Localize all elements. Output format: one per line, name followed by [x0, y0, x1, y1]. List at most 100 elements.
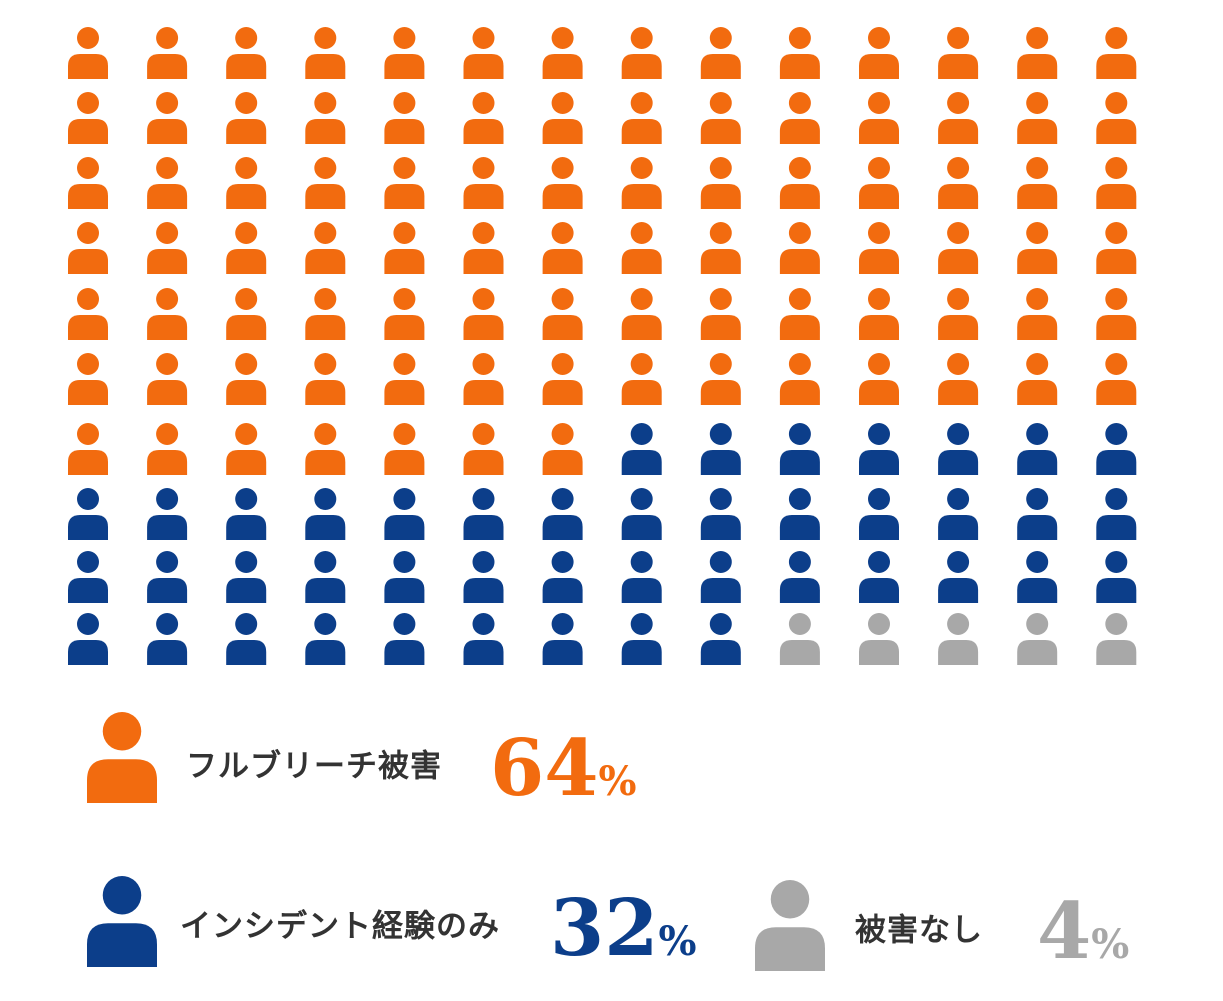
person-icon [938, 222, 979, 274]
icon-body [1017, 54, 1058, 79]
person-icon [938, 27, 979, 79]
person-icon [384, 423, 425, 475]
icon-head [472, 157, 495, 179]
icon-head [393, 222, 416, 244]
person-icon [779, 551, 820, 603]
icon-head [235, 92, 258, 114]
person-icon [463, 27, 504, 79]
icon-head [630, 27, 653, 49]
icon-head [1026, 488, 1049, 510]
icon-head [102, 712, 142, 751]
icon-body [700, 640, 741, 665]
icon-head [788, 423, 811, 445]
icon-head [393, 488, 416, 510]
icon-body [305, 249, 346, 274]
icon-body [542, 515, 583, 540]
person-icon [226, 222, 267, 274]
person-icon [779, 157, 820, 209]
icon-body [938, 249, 979, 274]
icon-head [551, 288, 574, 310]
icon-body [1017, 450, 1058, 475]
icon-head [709, 288, 732, 310]
icon-body [384, 640, 425, 665]
person-icon [859, 92, 899, 144]
icon-body [463, 249, 504, 274]
icon-head [156, 613, 179, 635]
value-number: 32 [550, 883, 659, 974]
person-icon [779, 222, 820, 274]
person-icon [305, 423, 346, 475]
person-icon [700, 27, 741, 79]
person-icon [1017, 423, 1058, 475]
icon-head [314, 92, 337, 114]
icon-head [868, 222, 890, 244]
icon-body [1096, 578, 1137, 603]
person-icon [384, 92, 425, 144]
icon-body [938, 315, 979, 340]
person-icon [859, 613, 899, 665]
person-icon [384, 222, 425, 274]
person-icon [542, 423, 583, 475]
icon-body [859, 249, 899, 274]
icon-body [859, 380, 899, 405]
icon-body [305, 119, 346, 144]
icon-head [156, 157, 179, 179]
person-icon [68, 92, 108, 144]
person-icon [700, 613, 741, 665]
icon-head [235, 157, 258, 179]
icon-head [393, 92, 416, 114]
icon-body [1096, 54, 1137, 79]
icon-head [630, 92, 653, 114]
person-icon [147, 92, 188, 144]
person-icon [938, 157, 979, 209]
icon-body [755, 927, 825, 971]
icon-body [859, 450, 899, 475]
icon-head [1026, 613, 1049, 635]
person-icon [542, 488, 583, 540]
icon-head [314, 222, 337, 244]
icon-body [1096, 249, 1137, 274]
icon-body [463, 640, 504, 665]
person-icon [1017, 288, 1058, 340]
icon-body [1017, 515, 1058, 540]
icon-body [1017, 249, 1058, 274]
icon-head [77, 92, 99, 114]
icon-head [709, 488, 732, 510]
person-icon [938, 423, 979, 475]
icon-body [621, 578, 662, 603]
icon-body [305, 515, 346, 540]
icon-body [859, 515, 899, 540]
icon-head [472, 27, 495, 49]
person-icon [1017, 222, 1058, 274]
person-icon [621, 27, 662, 79]
person-icon [542, 288, 583, 340]
person-icon [1017, 157, 1058, 209]
person-icon [147, 27, 188, 79]
icon-body [542, 119, 583, 144]
person-icon [700, 353, 741, 405]
icon-head [1026, 423, 1049, 445]
icon-body [1017, 184, 1058, 209]
person-icon [859, 353, 899, 405]
icon-head [947, 488, 970, 510]
icon-body [147, 380, 188, 405]
icon-head [77, 551, 99, 573]
icon-body [147, 54, 188, 79]
icon-head [551, 423, 574, 445]
icon-head [472, 92, 495, 114]
icon-head [947, 423, 970, 445]
icon-body [1096, 450, 1137, 475]
person-icon [1096, 288, 1137, 340]
icon-head [156, 423, 179, 445]
icon-head [156, 27, 179, 49]
icon-head [551, 157, 574, 179]
icon-head [1026, 157, 1049, 179]
icon-body [226, 515, 267, 540]
person-icon [779, 423, 820, 475]
person-icon [147, 613, 188, 665]
icon-head [551, 222, 574, 244]
value-unit: % [659, 918, 697, 965]
person-icon [859, 27, 899, 79]
icon-head [1105, 613, 1128, 635]
